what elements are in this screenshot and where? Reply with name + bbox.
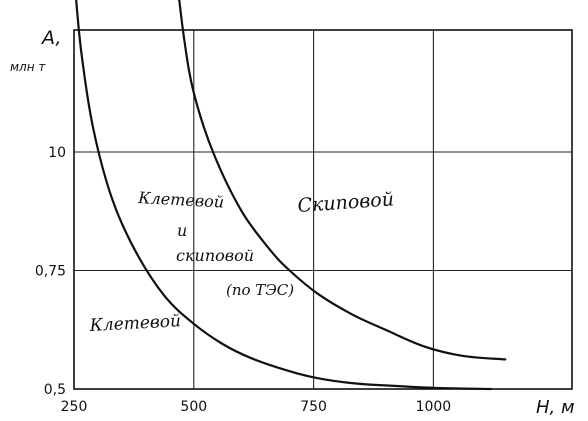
series-layer [75, 0, 507, 391]
plot-frame [73, 29, 573, 390]
x-tick-label: 750 [300, 399, 327, 415]
tick-layer: 250 500 750 1000 0,5 0,75 10 [35, 145, 451, 415]
annotation-po-tes: (по ТЭС) [226, 281, 294, 299]
series-line-klet-skip [75, 0, 492, 391]
x-axis-title: H, м [536, 397, 575, 418]
y-tick-label: 0,75 [35, 264, 66, 280]
annotation-i: и [177, 221, 187, 240]
y-tick-label: 10 [48, 145, 66, 161]
series-line-skip [178, 0, 507, 361]
annotation-klet-lower: Клетевой [88, 311, 181, 336]
annotation-klet-upper: Клетевой [137, 188, 225, 212]
annotation-skip-label: Скиповой [297, 188, 395, 217]
x-tick-label: 1000 [416, 399, 452, 415]
x-tick-label: 250 [61, 399, 88, 415]
y-axis-title: A, [40, 27, 61, 49]
y-axis-unit: млн т [10, 60, 46, 74]
y-tick-label: 0,5 [44, 382, 66, 398]
x-tick-label: 500 [180, 399, 207, 415]
grid-layer [74, 30, 572, 389]
annotation-skip-lower: скиповой [176, 246, 254, 265]
